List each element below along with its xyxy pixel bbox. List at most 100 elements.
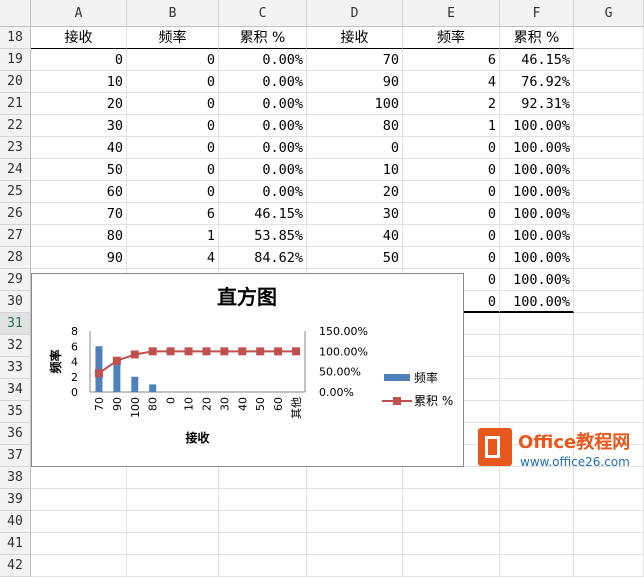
- cell[interactable]: 76.92%: [500, 71, 574, 93]
- cell[interactable]: [574, 401, 644, 423]
- cell[interactable]: [574, 225, 644, 247]
- cell[interactable]: 0.00%: [219, 137, 307, 159]
- cell[interactable]: [307, 511, 403, 533]
- cell[interactable]: 40: [31, 137, 127, 159]
- row-header-26[interactable]: 26: [0, 203, 31, 225]
- cell[interactable]: 频率: [127, 27, 219, 49]
- cell[interactable]: [574, 181, 644, 203]
- cell[interactable]: 1: [127, 225, 219, 247]
- cell[interactable]: [574, 159, 644, 181]
- cell[interactable]: 90: [31, 247, 127, 269]
- row-header-21[interactable]: 21: [0, 93, 31, 115]
- cell[interactable]: [574, 379, 644, 401]
- cell[interactable]: [127, 511, 219, 533]
- row-header-36[interactable]: 36: [0, 423, 31, 445]
- row-header-38[interactable]: 38: [0, 467, 31, 489]
- cell[interactable]: 0: [403, 203, 500, 225]
- cell[interactable]: 频率: [403, 27, 500, 49]
- cell[interactable]: [574, 291, 644, 313]
- cell[interactable]: [307, 467, 403, 489]
- row-header-24[interactable]: 24: [0, 159, 31, 181]
- cell[interactable]: 0.00%: [219, 181, 307, 203]
- cell[interactable]: [219, 511, 307, 533]
- cell[interactable]: 4: [127, 247, 219, 269]
- cell[interactable]: 60: [31, 181, 127, 203]
- cell[interactable]: [574, 313, 644, 335]
- cell[interactable]: 1: [403, 115, 500, 137]
- cell[interactable]: 92.31%: [500, 93, 574, 115]
- cell[interactable]: [500, 445, 574, 467]
- cell[interactable]: [574, 27, 644, 49]
- row-header-27[interactable]: 27: [0, 225, 31, 247]
- cell[interactable]: 0: [403, 181, 500, 203]
- row-header-42[interactable]: 42: [0, 555, 31, 577]
- cell[interactable]: 0: [307, 137, 403, 159]
- cell[interactable]: 46.15%: [500, 49, 574, 71]
- row-header-28[interactable]: 28: [0, 247, 31, 269]
- cell[interactable]: [574, 115, 644, 137]
- row-header-37[interactable]: 37: [0, 445, 31, 467]
- row-header-33[interactable]: 33: [0, 357, 31, 379]
- cell[interactable]: 50: [307, 247, 403, 269]
- cell[interactable]: [31, 489, 127, 511]
- cell[interactable]: 10: [31, 71, 127, 93]
- cell[interactable]: [403, 555, 500, 577]
- cell[interactable]: 50: [31, 159, 127, 181]
- cell[interactable]: 100.00%: [500, 181, 574, 203]
- column-header-a[interactable]: A: [31, 0, 127, 27]
- cell[interactable]: [127, 489, 219, 511]
- row-header-29[interactable]: 29: [0, 269, 31, 291]
- cell[interactable]: 46.15%: [219, 203, 307, 225]
- cell[interactable]: [307, 555, 403, 577]
- row-header-41[interactable]: 41: [0, 533, 31, 555]
- cell[interactable]: 0.00%: [219, 115, 307, 137]
- column-header-d[interactable]: D: [307, 0, 403, 27]
- cell[interactable]: [127, 555, 219, 577]
- cell[interactable]: 接收: [307, 27, 403, 49]
- cell[interactable]: 累积 %: [500, 27, 574, 49]
- cell[interactable]: 0: [403, 159, 500, 181]
- cell[interactable]: 84.62%: [219, 247, 307, 269]
- cell[interactable]: [219, 467, 307, 489]
- cell[interactable]: [127, 467, 219, 489]
- row-header-22[interactable]: 22: [0, 115, 31, 137]
- cell[interactable]: [500, 379, 574, 401]
- cell[interactable]: 10: [307, 159, 403, 181]
- cell[interactable]: 100.00%: [500, 291, 574, 313]
- cell[interactable]: 0: [127, 181, 219, 203]
- cell[interactable]: [219, 533, 307, 555]
- row-header-35[interactable]: 35: [0, 401, 31, 423]
- cell[interactable]: 接收: [31, 27, 127, 49]
- cell[interactable]: [127, 533, 219, 555]
- row-header-32[interactable]: 32: [0, 335, 31, 357]
- cell[interactable]: 0: [403, 137, 500, 159]
- cell[interactable]: [574, 357, 644, 379]
- select-all-corner[interactable]: [0, 0, 31, 27]
- row-header-30[interactable]: 30: [0, 291, 31, 313]
- cell[interactable]: [574, 489, 644, 511]
- row-header-18[interactable]: 18: [0, 27, 31, 49]
- cell[interactable]: 80: [31, 225, 127, 247]
- cell[interactable]: [500, 401, 574, 423]
- cell[interactable]: [403, 511, 500, 533]
- cell[interactable]: 0: [403, 225, 500, 247]
- cell[interactable]: [500, 511, 574, 533]
- cell[interactable]: [403, 533, 500, 555]
- row-header-19[interactable]: 19: [0, 49, 31, 71]
- cell[interactable]: 0: [127, 159, 219, 181]
- cell[interactable]: [219, 555, 307, 577]
- row-header-23[interactable]: 23: [0, 137, 31, 159]
- cell[interactable]: 70: [31, 203, 127, 225]
- cell[interactable]: 0: [127, 137, 219, 159]
- cell[interactable]: 0: [127, 115, 219, 137]
- cell[interactable]: 100.00%: [500, 115, 574, 137]
- cell[interactable]: 30: [307, 203, 403, 225]
- column-header-c[interactable]: C: [219, 0, 307, 27]
- cell[interactable]: [307, 533, 403, 555]
- cell[interactable]: 100.00%: [500, 269, 574, 291]
- cell[interactable]: [574, 511, 644, 533]
- cell[interactable]: [31, 555, 127, 577]
- column-header-g[interactable]: G: [574, 0, 644, 27]
- histogram-chart[interactable]: 直方图 0 2 4 6 8 0.00% 50.00% 100.00% 150.00% 频率 接收 70 9…: [31, 273, 464, 467]
- cell[interactable]: [574, 49, 644, 71]
